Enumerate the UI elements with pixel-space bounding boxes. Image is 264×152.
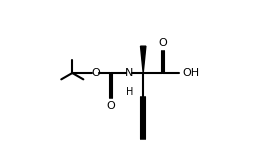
Text: O: O <box>158 38 167 48</box>
Text: H: H <box>126 87 133 97</box>
Text: N: N <box>125 68 133 78</box>
Text: O: O <box>107 101 115 111</box>
Polygon shape <box>140 46 146 73</box>
Text: O: O <box>91 68 100 78</box>
Text: OH: OH <box>183 68 200 78</box>
